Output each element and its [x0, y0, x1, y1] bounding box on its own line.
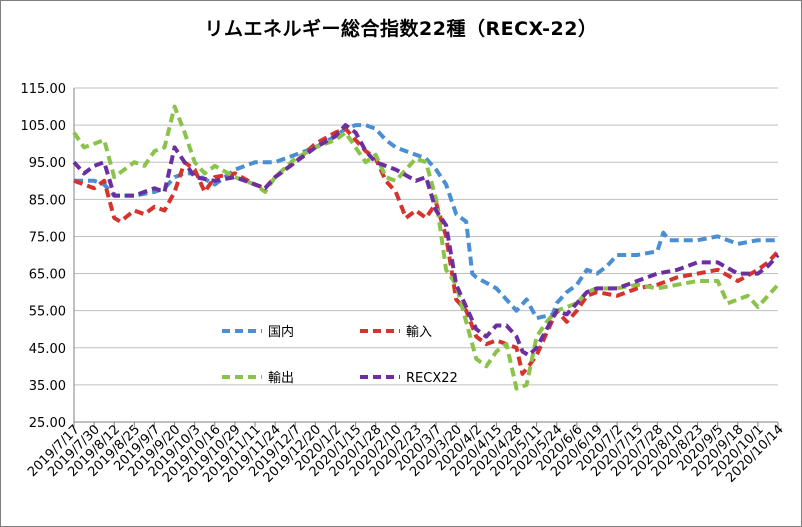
legend-label: RECX22	[406, 371, 458, 386]
y-axis: 115.00 105.00 95.00 85.00 75.00 65.00 55.00 45.…	[21, 82, 75, 431]
legend-label: 輸出	[268, 371, 294, 386]
y-tick-label: 55.00	[29, 305, 66, 320]
legend-item: 国内	[222, 324, 294, 340]
legend-item: RECX22	[360, 371, 458, 386]
y-tick-label: 75.00	[29, 230, 66, 245]
legend-label: 国内	[268, 324, 294, 340]
series-line-1	[73, 126, 780, 376]
y-tick-label: 95.00	[29, 156, 66, 171]
y-tick-label: 115.00	[21, 82, 67, 97]
x-axis: 2019/7/172019/7/302019/8/122019/8/252019…	[25, 421, 787, 486]
legend-item: 輸入	[360, 325, 432, 340]
series-line-3	[72, 123, 780, 358]
chart-title: リムエネルギー総合指数22種（RECX-22）	[204, 18, 598, 40]
series-lines	[72, 104, 780, 391]
series-line-0	[74, 123, 778, 321]
y-tick-label: 105.00	[21, 119, 67, 134]
legend-item: 輸出	[222, 371, 294, 386]
y-tick-label: 65.00	[29, 268, 66, 283]
y-tick-label: 35.00	[29, 379, 66, 394]
y-tick-label: 85.00	[29, 193, 66, 208]
legend-label: 輸入	[406, 325, 432, 340]
series-line-2	[72, 104, 780, 391]
y-tick-label: 25.00	[29, 416, 66, 431]
y-tick-label: 45.00	[29, 342, 66, 357]
